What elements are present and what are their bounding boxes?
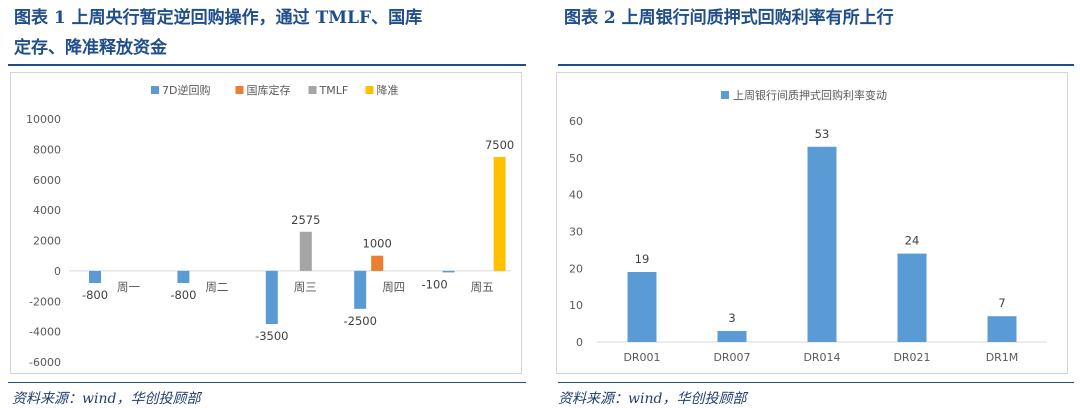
bar [89,270,101,284]
chart2-svg: 60 50 40 30 20 10 0 上周银行间质押式回购利率变动 19 DR001 3 DR007… [569,88,1047,364]
y-tick-label: 40 [569,189,583,202]
y-tick-label: 20 [569,262,583,275]
data-label: 7500 [485,138,514,152]
chart2-title: 图表 2 上周银行间质押式回购利率有所上行 [564,8,894,28]
x-category-label: DR007 [713,351,750,364]
bar [807,146,837,342]
data-label: 2575 [291,213,320,227]
legend-label: TMLF [319,84,349,97]
x-category-label: DR021 [893,351,930,364]
bar [299,231,312,271]
data-label: 3 [728,311,735,325]
data-label: 24 [905,234,920,248]
y-tick-label: 50 [569,152,583,165]
data-label: -100 [422,277,448,291]
data-label: -2500 [343,314,376,328]
x-category-label: DR014 [803,351,840,364]
legend-swatch [151,86,159,94]
y-tick-label: 0 [54,265,61,278]
legend-label: 降准 [377,83,399,97]
x-category-label: DR001 [623,351,660,364]
bar [493,156,506,271]
data-label: 1000 [363,237,392,251]
y-tick-label: -2000 [29,295,61,308]
x-category-label: 周五 [471,280,494,294]
y-tick-label: 4000 [33,204,61,217]
data-label: 19 [635,252,650,266]
chart2-source: 资料来源：wind，华创投顾部 [558,391,747,407]
legend-swatch [721,91,729,99]
bar [354,270,367,309]
bar [177,270,190,284]
bar [897,253,927,342]
chart2-top-rule [558,64,1074,66]
chart1-svg: 10000 8000 6000 4000 2000 0 -2000 -4000 -6000 7D逆… [26,83,514,369]
bar [371,255,384,271]
data-label: -800 [82,288,108,302]
legend-label: 国库定存 [247,83,291,97]
y-tick-label: -6000 [29,356,61,369]
legend-swatch [365,86,374,94]
chart1-bottom-rule [8,382,526,383]
x-category-label: 周二 [205,280,228,294]
bar [265,270,278,325]
chart1-top-rule [8,64,526,66]
bar [717,330,747,342]
legend-label: 7D逆回购 [162,83,210,97]
x-category-label: DR1M [986,351,1019,364]
chart1-source: 资料来源：wind，华创投顾部 [12,391,201,407]
bar [442,270,455,273]
chart1-title-line2: 定存、降准释放资金 [14,38,167,58]
chart1-frame: 10000 8000 6000 4000 2000 0 -2000 -4000 -6000 7D逆… [10,72,522,374]
data-label: -3500 [255,329,288,343]
data-label: 7 [998,296,1005,310]
chart2-frame: 60 50 40 30 20 10 0 上周银行间质押式回购利率变动 19 DR001 3 DR007… [556,72,1068,374]
bar [627,272,657,342]
x-category-label: 周三 [294,280,317,294]
legend-swatch [308,86,317,94]
y-tick-label: 2000 [33,235,61,248]
x-category-label: 周一 [117,280,140,294]
legend-label: 上周银行间质押式回购利率变动 [733,88,887,102]
y-tick-label: 8000 [33,143,61,156]
data-label: -800 [170,288,196,302]
y-tick-label: 10000 [26,113,61,126]
x-category-label: 周四 [382,280,405,294]
bar [987,316,1017,342]
data-label: 53 [815,127,830,141]
chart2-bottom-rule [558,382,1074,383]
legend-swatch [235,86,244,94]
y-tick-label: 30 [569,226,583,239]
y-tick-label: 6000 [33,174,61,187]
y-tick-label: 10 [569,299,583,312]
chart1-title-line1: 图表 1 上周央行暂定逆回购操作，通过 TMLF、国库 [14,8,423,28]
y-tick-label: 60 [569,115,583,128]
y-tick-label: -4000 [29,326,61,339]
y-tick-label: 0 [576,336,583,349]
